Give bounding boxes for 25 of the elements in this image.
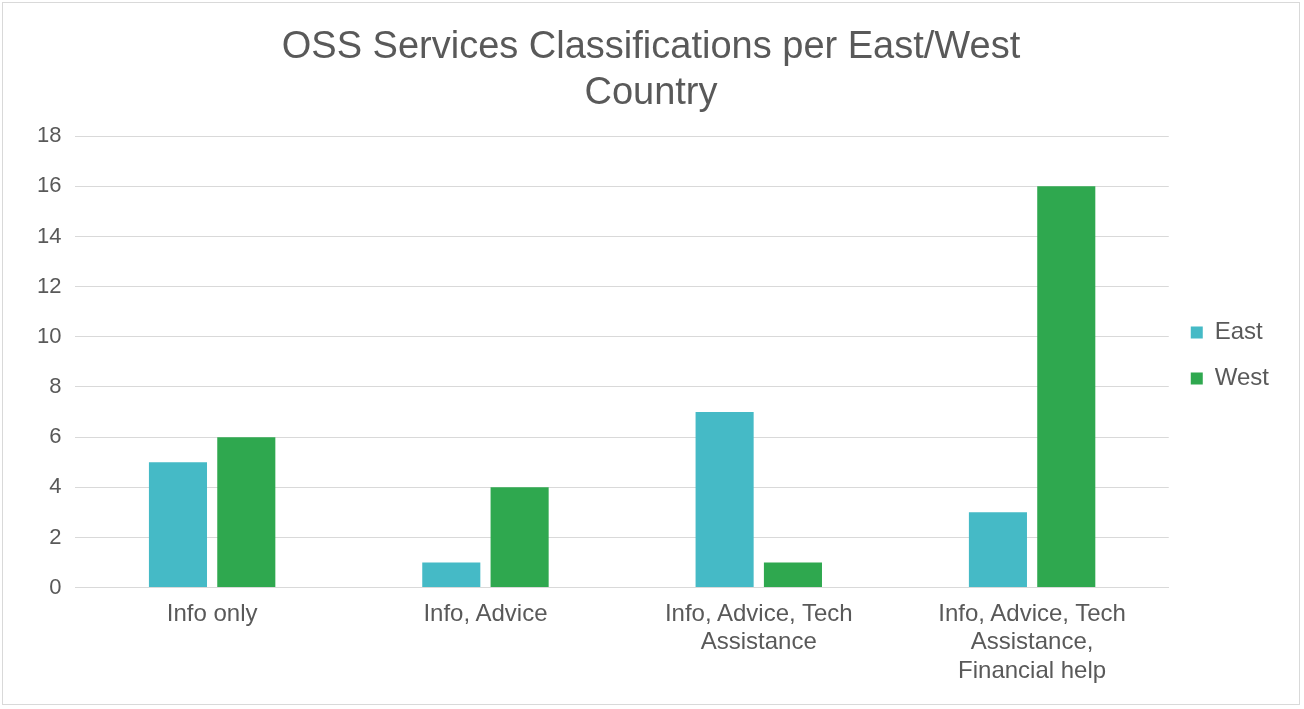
x-tick-label: Info, Advice, Tech Assistance, Financial help <box>938 598 1126 684</box>
chart-title: OSS Services Classifications per East/West Country <box>281 24 1021 112</box>
y-tick-label: 2 <box>49 523 62 549</box>
legend-label: East <box>1214 317 1264 345</box>
y-tick-label: 12 <box>36 272 62 298</box>
x-tick-label: Info, Advice, Tech Assistance <box>664 598 853 655</box>
bar <box>490 487 549 588</box>
bar <box>422 562 481 588</box>
y-tick-label: 10 <box>36 322 62 348</box>
x-tick-label: Info, Advice <box>423 598 548 626</box>
y-tick-label: 14 <box>36 222 62 248</box>
bar <box>217 437 276 588</box>
y-tick-label: 4 <box>49 473 62 499</box>
legend-label: West <box>1214 363 1270 391</box>
y-tick-label: 18 <box>36 122 62 148</box>
y-tick-label: 6 <box>49 423 62 449</box>
bar <box>1037 186 1096 588</box>
bar <box>695 412 754 588</box>
y-tick-label: 8 <box>49 373 62 399</box>
y-tick-label: 16 <box>36 172 62 198</box>
bar <box>148 462 208 588</box>
bar <box>763 562 822 588</box>
y-tick-label: 0 <box>49 573 62 599</box>
bar <box>968 512 1027 588</box>
x-tick-label: Info only <box>166 598 258 626</box>
